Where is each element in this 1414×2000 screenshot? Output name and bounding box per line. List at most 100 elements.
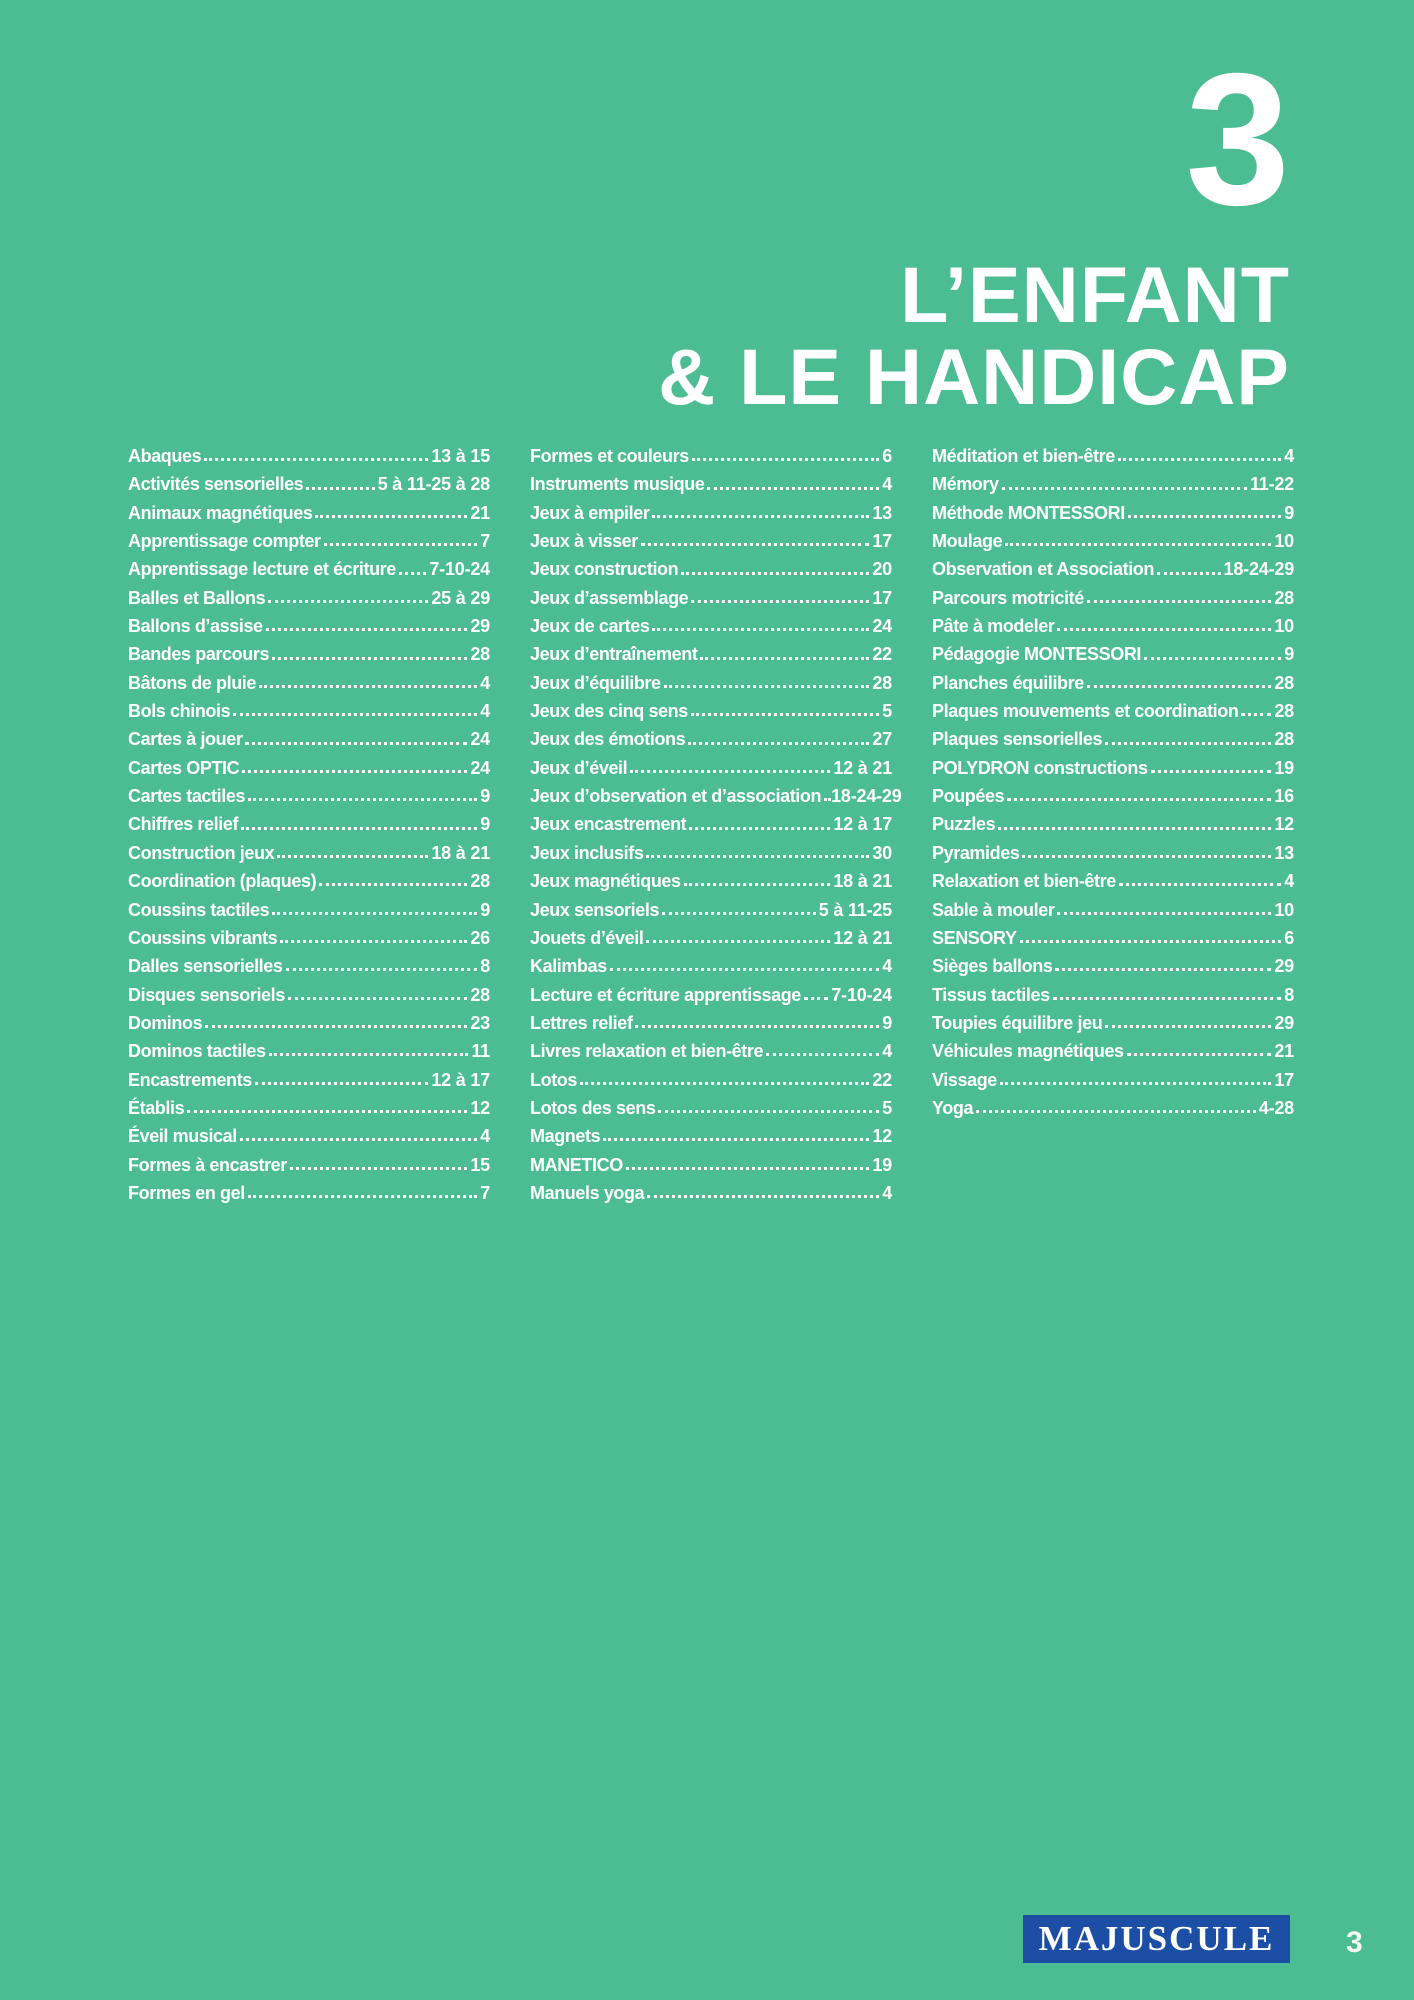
leader-dots (239, 1131, 478, 1142)
index-entry: Pâte à modeler 10 (932, 612, 1294, 640)
leader-dots (688, 735, 870, 745)
index-entry-pages: 29 (1274, 1012, 1294, 1033)
index-entry-pages: 19 (872, 1154, 892, 1175)
index-entry-pages: 29 (470, 616, 490, 637)
index-entry: Moulage 10 (932, 527, 1294, 555)
leader-dots (803, 990, 829, 1000)
index-entry-pages: 28 (470, 871, 490, 892)
index-entry-pages: 5 (882, 701, 892, 722)
index-entry-label: Animaux magnétiques (128, 502, 313, 523)
leader-dots (707, 480, 880, 490)
leader-dots (700, 650, 870, 660)
index-entry: Apprentissage lecture et écriture 7-10-24 (128, 555, 490, 583)
leader-dots (1055, 961, 1272, 972)
index-entry-pages: 4 (480, 701, 490, 722)
leader-dots (268, 1046, 469, 1057)
leader-dots (640, 536, 870, 547)
index-entry: Tissus tactiles 8 (932, 981, 1294, 1009)
index-entry-label: Kalimbas (530, 956, 607, 977)
chapter-title-line1: L’ENFANT (900, 250, 1290, 339)
index-entry-label: Lotos (530, 1069, 577, 1090)
index-entry-label: Jouets d’éveil (530, 927, 644, 948)
index-entry-label: Puzzles (932, 814, 996, 835)
index-entry-pages: 12 (1274, 814, 1294, 835)
leader-dots (272, 905, 478, 915)
leader-dots (272, 650, 468, 660)
index-entry-label: Dominos (128, 1012, 203, 1033)
index-entry: Bâtons de pluie 4 (128, 669, 490, 697)
index-entry: Mémory 11-22 (932, 470, 1294, 498)
index-entry: Cartes OPTIC 24 (128, 754, 490, 782)
leader-dots (204, 451, 429, 462)
index-entry-pages: 17 (872, 587, 892, 608)
index-entry-pages: 28 (470, 644, 490, 665)
index-entry: MANETICO 19 (530, 1151, 892, 1179)
index-entry: Éveil musical 4 (128, 1122, 490, 1150)
leader-dots (248, 791, 478, 802)
index-entry: Bandes parcours 28 (128, 640, 490, 668)
index-entry-label: Jeux à visser (530, 531, 638, 552)
chapter-title-line2: & LE HANDICAP (658, 332, 1290, 421)
index-entry-pages: 28 (1274, 701, 1294, 722)
index-entry-pages: 18-24-29 (831, 786, 902, 807)
index-entry: Lotos 22 (530, 1066, 892, 1094)
index-entry-pages: 7-10-24 (831, 984, 892, 1005)
index-entry-pages: 4 (480, 1126, 490, 1147)
index-entry-pages: 10 (1274, 899, 1294, 920)
index-entry-label: Yoga (932, 1097, 974, 1118)
index-entry: Planches équilibre 28 (932, 669, 1294, 697)
index-entry: Jeux construction 20 (530, 555, 892, 583)
index-entry-pages: 4-28 (1258, 1097, 1294, 1118)
index-entry-pages: 22 (872, 644, 892, 665)
index-entry-label: Encastrements (128, 1069, 252, 1090)
leader-dots (315, 508, 468, 518)
index-entry-pages: 9 (1284, 502, 1294, 523)
leader-dots (630, 763, 831, 773)
leader-dots (999, 1075, 1272, 1085)
leader-dots (1019, 933, 1282, 944)
index-columns: Abaques 13 à 15 Activités sensorielles 5 à … (128, 442, 1294, 1207)
index-entry: Encastrements 12 à 17 (128, 1066, 490, 1094)
index-entry-label: Formes en gel (128, 1182, 245, 1203)
leader-dots (691, 451, 880, 462)
index-entry: Méditation et bien-être 4 (932, 442, 1294, 470)
index-entry-pages: 7 (480, 1182, 490, 1203)
index-entry: Parcours motricité 28 (932, 584, 1294, 612)
index-entry: Poupées 16 (932, 782, 1294, 810)
leader-dots (1057, 621, 1272, 632)
leader-dots (1086, 678, 1272, 688)
index-entry-label: Plaques sensorielles (932, 729, 1103, 750)
index-entry: Abaques 13 à 15 (128, 442, 490, 470)
leader-dots (285, 961, 478, 972)
index-entry-label: Disques sensoriels (128, 984, 285, 1005)
index-entry-label: Apprentissage lecture et écriture (128, 559, 396, 580)
index-entry-label: Vissage (932, 1069, 997, 1090)
index-entry-label: Formes et couleurs (530, 446, 689, 466)
index-entry-label: Lettres relief (530, 1012, 633, 1033)
index-entry: Lotos des sens 5 (530, 1094, 892, 1122)
index-entry-label: Tissus tactiles (932, 984, 1050, 1005)
index-entry: Jeux d’équilibre 28 (530, 669, 892, 697)
index-entry-label: Jeux d’équilibre (530, 672, 661, 693)
index-entry-label: Jeux magnétiques (530, 871, 681, 892)
index-entry-label: Mémory (932, 474, 999, 495)
index-entry-pages: 21 (470, 502, 490, 523)
index-entry: Construction jeux 18 à 21 (128, 839, 490, 867)
index-entry: Relaxation et bien-être 4 (932, 867, 1294, 895)
leader-dots (976, 1103, 1256, 1114)
index-entry-label: Pâte à modeler (932, 616, 1055, 637)
leader-dots (1105, 1018, 1272, 1029)
leader-dots (1126, 1046, 1272, 1057)
index-entry: Instruments musique 4 (530, 470, 892, 498)
index-entry-pages: 13 (872, 502, 892, 523)
index-entry-pages: 9 (480, 786, 490, 807)
leader-dots (824, 791, 829, 802)
leader-dots (1105, 735, 1272, 745)
leader-dots (280, 933, 468, 944)
index-entry-label: MANETICO (530, 1154, 623, 1175)
index-entry-label: Instruments musique (530, 474, 705, 495)
index-entry-pages: 9 (882, 1012, 892, 1033)
leader-dots (658, 1103, 880, 1114)
index-entry: Activités sensorielles 5 à 11-25 à 28 (128, 470, 490, 498)
leader-dots (635, 1018, 880, 1029)
